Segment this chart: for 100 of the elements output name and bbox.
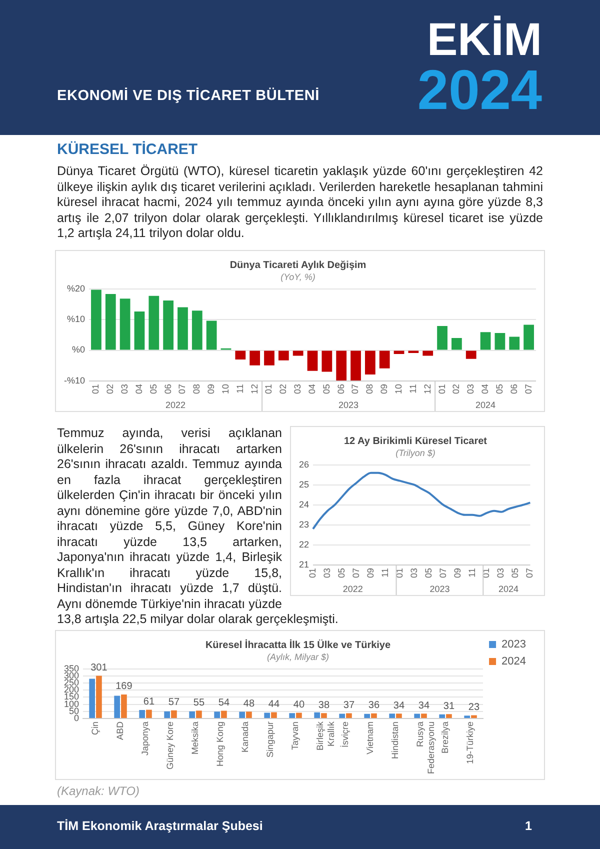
x-tick-label: 02 <box>451 384 462 394</box>
x-tick-label: 07 <box>524 568 535 578</box>
x-tick-label: 01 <box>307 568 318 578</box>
bar <box>346 713 352 718</box>
bar <box>192 310 202 350</box>
bar <box>264 350 274 366</box>
bar <box>422 350 434 356</box>
data-label: 301 <box>90 662 108 674</box>
y-tick-label: 24 <box>298 499 310 510</box>
bar <box>196 710 202 718</box>
x-tick-label: 01 <box>90 384 101 394</box>
x-tick-label: Rusya Federasyonu <box>415 721 436 774</box>
x-tick-label: 07 <box>350 568 361 578</box>
x-tick-label: Çin <box>90 721 100 735</box>
x-tick-label: Singapur <box>265 721 276 758</box>
bar <box>452 338 462 350</box>
bar <box>322 350 332 372</box>
bar <box>214 712 220 718</box>
chart-title: 12 Ay Birikimli Küresel Ticaret <box>344 436 488 447</box>
bar <box>379 350 390 368</box>
data-label: 36 <box>368 700 380 712</box>
bar <box>189 711 196 718</box>
x-tick-label: 11 <box>408 384 418 394</box>
bar <box>466 350 476 359</box>
x-tick-label: 10 <box>394 384 404 394</box>
x-tick-label: 09 <box>452 568 462 578</box>
bar <box>105 294 116 350</box>
text: EKONOMİ VE DIŞ TİCARET BÜLTENİ <box>57 88 320 104</box>
data-label: 34 <box>418 700 430 712</box>
bar <box>396 714 402 718</box>
data-label: 40 <box>293 700 305 711</box>
x-tick-label: 03 <box>466 384 476 394</box>
x-tick-label: 07 <box>177 384 188 394</box>
x-tick-label: 03 <box>496 568 506 578</box>
x-tick-label: Japonya <box>140 721 150 756</box>
x-tick-label: Tayvan <box>290 721 300 750</box>
bar <box>114 696 120 718</box>
bar <box>364 714 370 718</box>
x-tick-label: 05 <box>321 384 332 394</box>
chart-subtitle: (Aylık, Milyar $) <box>267 652 329 662</box>
legend-label: 2023 <box>502 638 526 651</box>
bar <box>480 332 491 350</box>
data-label: 169 <box>116 681 133 692</box>
bar <box>134 312 145 350</box>
bar <box>446 714 452 718</box>
x-tick-label: 09 <box>379 384 390 394</box>
bar <box>339 714 346 718</box>
x-tick-label: 05 <box>423 568 434 578</box>
chart-title: Dünya Ticareti Aylık Değişim <box>230 260 366 271</box>
x-tick-label: Brezilya <box>440 721 450 754</box>
bar <box>96 676 102 718</box>
bar <box>439 714 446 718</box>
bar <box>321 713 327 718</box>
x-tick-label: 11 <box>466 568 477 578</box>
text: TİM Ekonomik Araştırmalar Şubesi <box>57 819 263 833</box>
data-label: 44 <box>268 698 280 710</box>
text: 2023 <box>338 400 359 410</box>
x-tick-label: Birleşik Krallık <box>315 720 336 750</box>
x-tick-label: 02 <box>278 384 288 394</box>
y-tick-label: -%10 <box>64 375 86 386</box>
x-tick-label: 03 <box>120 384 130 394</box>
bar <box>524 324 534 350</box>
bar <box>314 712 320 718</box>
data-label: 31 <box>443 700 455 712</box>
bar <box>394 350 404 354</box>
y-tick-label: %20 <box>66 283 86 294</box>
x-tick-label: 09 <box>206 384 216 394</box>
bar <box>91 290 102 350</box>
x-tick-label: 03 <box>322 568 332 578</box>
x-tick-label: ABD <box>115 720 125 740</box>
bar <box>389 714 396 718</box>
data-label: 37 <box>343 700 355 711</box>
y-tick-label: 22 <box>298 539 310 550</box>
bar <box>146 710 152 718</box>
x-tick-label: 10 <box>220 384 230 394</box>
bar <box>120 298 130 350</box>
x-tick-label: 06 <box>162 384 173 394</box>
x-tick-label: 05 <box>336 568 346 578</box>
bar <box>89 678 95 718</box>
chart-subtitle: (YoY, %) <box>280 272 316 282</box>
bar <box>414 714 420 718</box>
chart-subtitle: (Trilyon $) <box>396 448 436 458</box>
x-tick-label: 09 <box>365 568 376 578</box>
x-tick-label: 03 <box>408 568 419 578</box>
bar <box>471 715 477 718</box>
x-tick-label: 03 <box>292 384 303 394</box>
bar <box>178 307 188 350</box>
bar <box>371 713 377 718</box>
bar <box>139 710 146 718</box>
bar <box>164 711 170 718</box>
data-label: 57 <box>168 697 180 708</box>
x-tick-label: 05 <box>510 568 520 578</box>
data-label: 55 <box>193 697 205 708</box>
text: 1 <box>525 819 532 833</box>
x-tick-label: 11 <box>380 568 390 578</box>
bar <box>278 350 289 360</box>
x-tick-label: 07 <box>350 384 360 394</box>
bar <box>292 350 304 356</box>
x-tick-label: 05 <box>148 384 158 394</box>
bar <box>421 714 427 718</box>
